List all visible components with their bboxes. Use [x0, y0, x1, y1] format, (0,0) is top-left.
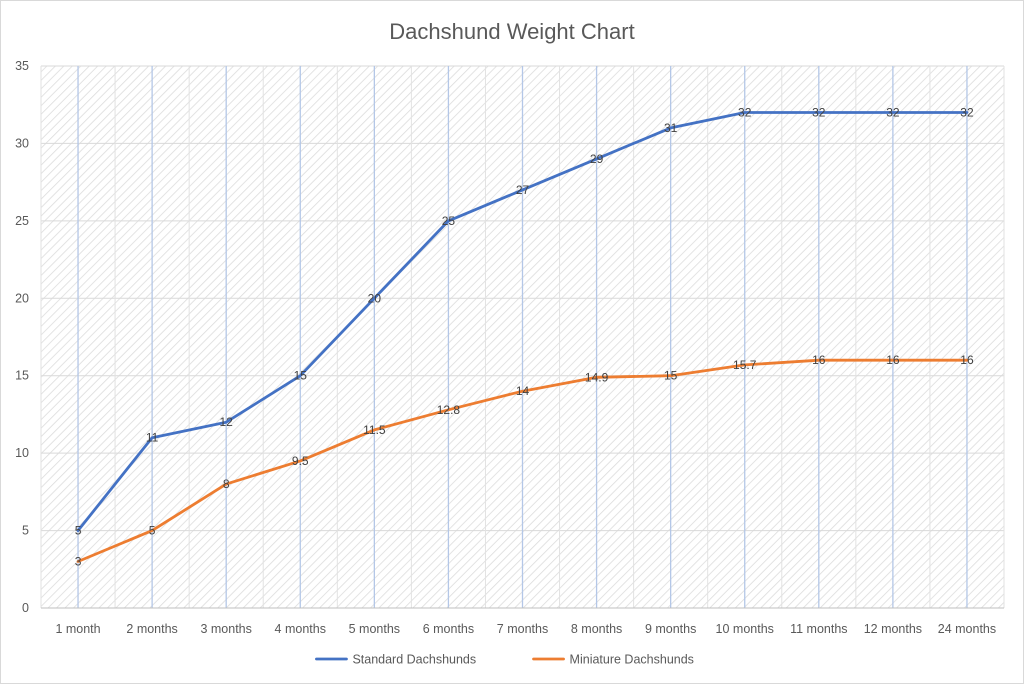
x-tick-label: 2 months [126, 622, 177, 636]
x-tick-label: 1 month [55, 622, 100, 636]
data-label: 11 [146, 431, 159, 445]
data-label: 12.8 [437, 403, 461, 417]
data-label: 32 [886, 105, 900, 119]
x-tick-label: 6 months [423, 622, 474, 636]
data-label: 5 [149, 524, 156, 538]
series-line-1 [76, 111, 969, 532]
x-tick-label: 24 months [938, 622, 996, 636]
y-tick-label: 10 [15, 446, 29, 460]
x-tick-label: 3 months [200, 622, 251, 636]
data-label: 3 [75, 555, 82, 569]
x-tick-label: 4 months [275, 622, 326, 636]
legend: Standard Dachshunds Miniature Dachshunds [315, 653, 694, 667]
data-label: 16 [812, 353, 826, 367]
series-line-2 [76, 358, 969, 563]
data-label: 14 [516, 384, 530, 398]
data-label: 29 [590, 152, 604, 166]
data-label: 8 [223, 477, 230, 491]
chart-title: Dachshund Weight Chart [389, 19, 634, 44]
y-tick-label: 35 [15, 59, 29, 73]
data-label: 5 [75, 524, 82, 538]
data-label: 9.5 [292, 454, 309, 468]
x-tick-label: 12 months [864, 622, 922, 636]
data-label: 27 [516, 183, 530, 197]
legend-label-2: Miniature Dachshunds [570, 653, 694, 667]
data-label: 25 [442, 214, 456, 228]
data-label: 11.5 [363, 423, 386, 437]
data-label: 15 [294, 369, 308, 383]
y-tick-label: 25 [15, 214, 29, 228]
data-label: 32 [738, 105, 752, 119]
y-tick-label: 30 [15, 136, 29, 150]
x-tick-label: 9 months [645, 622, 696, 636]
x-tick-label: 7 months [497, 622, 548, 636]
x-tick-label: 10 months [716, 622, 774, 636]
y-tick-label: 0 [22, 601, 29, 615]
data-label: 15.7 [733, 358, 757, 372]
y-tick-label: 20 [15, 291, 29, 305]
data-label: 20 [368, 291, 382, 305]
data-label: 14.9 [585, 370, 609, 384]
data-label: 31 [664, 121, 678, 135]
data-label: 16 [960, 353, 974, 367]
x-tick-label: 11 months [790, 622, 847, 636]
y-tick-label: 15 [15, 369, 29, 383]
x-tick-label: 8 months [571, 622, 622, 636]
legend-label-1: Standard Dachshunds [352, 653, 476, 667]
data-label: 15 [664, 369, 678, 383]
x-tick-label: 5 months [349, 622, 400, 636]
data-label: 12 [220, 415, 234, 429]
y-tick-label: 5 [22, 524, 29, 538]
data-label: 32 [812, 105, 826, 119]
data-label: 32 [960, 105, 974, 119]
data-label: 16 [886, 353, 900, 367]
